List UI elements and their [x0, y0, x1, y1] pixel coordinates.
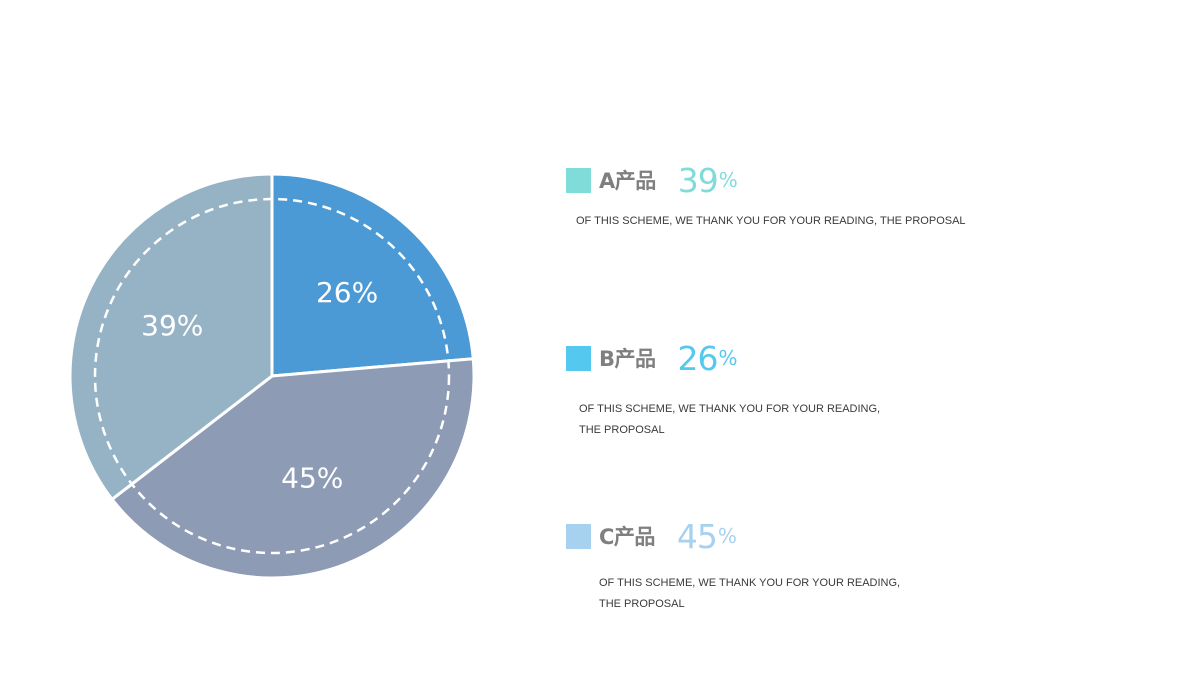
pie-slice-A产品 [68, 172, 274, 501]
legend-percent-sign-b: % [718, 346, 738, 370]
legend-head: C产品 45 % [566, 516, 986, 556]
legend-percent-sign-c: % [717, 524, 737, 548]
pie-labels: 26% 45% 39% [141, 276, 378, 494]
legend-percent-c: 45 [676, 516, 718, 556]
pie-label-C产品: 45% [281, 462, 343, 495]
pie-slice-C产品 [110, 357, 476, 580]
legend-head: A产品 39 % [566, 160, 986, 200]
legend-description-a: OF THIS SCHEME, WE THANK YOU FOR YOUR RE… [576, 215, 966, 227]
legend-description-b: OF THIS SCHEME, WE THANK YOU FOR YOUR RE… [579, 403, 881, 436]
legend-name-c: C产品 [599, 525, 655, 549]
pie-slices [68, 172, 476, 580]
legend-head: B产品 26 % [566, 338, 986, 378]
pie-label-B产品: 26% [316, 276, 378, 309]
pie-chart: 26% 45% 39% [68, 172, 476, 580]
legend-item-c: C产品 45 % OF THIS SCHEME, WE THANK YOU FO… [566, 516, 986, 615]
legend-percent-sign-a: % [718, 168, 738, 192]
legend-description-c: OF THIS SCHEME, WE THANK YOU FOR YOUR RE… [599, 577, 901, 610]
legend-swatch-c [566, 523, 591, 549]
legend-percent-b: 26 [677, 338, 719, 378]
legend-name-b: B产品 [599, 347, 656, 371]
legend-item-a: A产品 39 % OF THIS SCHEME, WE THANK YOU FO… [566, 160, 986, 232]
legend-swatch-b [566, 345, 591, 371]
pie-slice-B产品 [270, 172, 475, 378]
legend-swatch-a [566, 167, 591, 193]
pie-label-A产品: 39% [141, 309, 203, 342]
legend-item-b: B产品 26 % OF THIS SCHEME, WE THANK YOU FO… [566, 338, 986, 441]
legend-name-a: A产品 [599, 169, 656, 193]
pie-dashed-ring [93, 197, 451, 555]
legend-percent-a: 39 [677, 160, 719, 200]
